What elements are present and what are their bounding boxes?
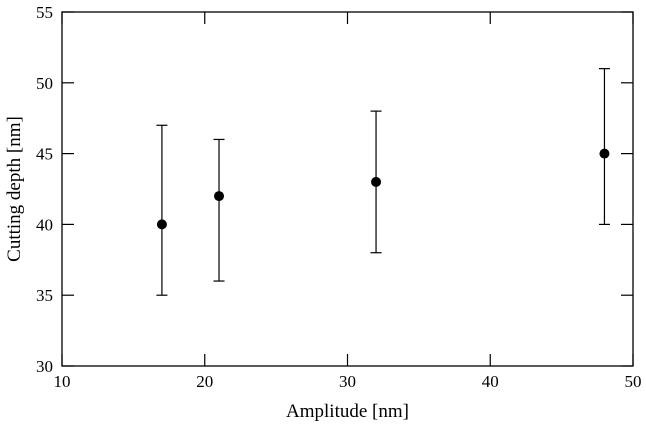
data-point [214,191,225,202]
y-tick-label: 45 [36,145,53,164]
y-tick-label: 30 [36,357,53,376]
x-tick-label: 50 [625,372,642,391]
y-tick-label: 55 [36,3,53,22]
ticks-layer [61,11,634,367]
data-point [371,176,382,187]
data-point [156,219,167,230]
y-tick-label: 50 [36,74,53,93]
x-axis-title: Amplitude [nm] [286,401,409,422]
tick-labels-layer: 10 20 30 40 50 30 35 40 45 50 55 [36,3,642,391]
data-point [599,148,610,159]
x-tick-label: 40 [482,372,499,391]
y-tick-label: 40 [36,215,53,234]
marks-layer [156,68,610,296]
plot-frame [61,11,634,367]
y-axis-title: Cutting depth [nm] [4,116,25,262]
x-tick-label: 10 [54,372,71,391]
x-tick-label: 30 [339,372,356,391]
x-tick-label: 20 [196,372,213,391]
y-tick-label: 35 [36,286,53,305]
